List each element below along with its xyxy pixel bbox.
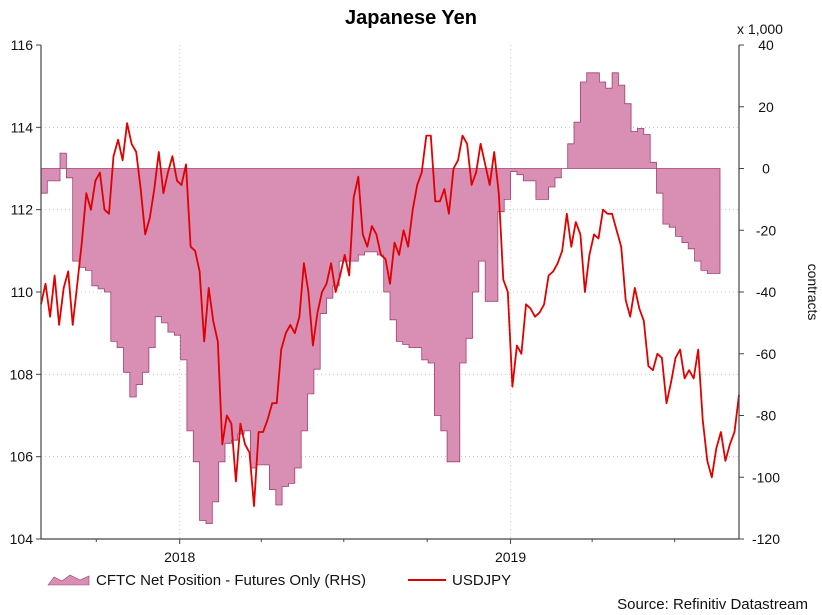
right-tick-label: -60 [756,346,776,362]
chart-title: Japanese Yen [345,7,477,29]
right-tick-label: -100 [752,469,780,485]
usdjpy-line [40,122,740,508]
left-tick-label: 104 [10,531,34,547]
right-tick-label: 0 [762,161,770,177]
right-axis-unit-label: x 1,000 [737,21,783,37]
right-tick-label: -40 [756,284,776,300]
right-tick-label: 40 [758,37,774,53]
left-tick-label: 106 [10,449,34,465]
left-tick-label: 114 [11,119,34,135]
right-tick-label: -120 [752,531,780,547]
right-tick-label: 20 [758,99,774,115]
left-tick-label: 112 [11,202,34,218]
left-tick-label: 108 [10,366,34,382]
right-tick-label: -20 [756,222,776,238]
left-tick-label: 116 [11,37,34,53]
cftc-net-position-area [40,72,721,524]
source-note: Source: Refinitiv Datastream [617,596,808,613]
right-axis-label: contracts [805,264,821,321]
x-tick-label: 2019 [495,549,526,565]
legend-label-usdjpy: USDJPY [452,572,511,589]
legend-swatch-cftc [47,574,90,586]
legend-label-cftc: CFTC Net Position - Futures Only (RHS) [96,572,366,589]
legend: CFTC Net Position - Futures Only (RHS) US… [47,572,511,589]
left-tick-label: 110 [11,284,34,300]
x-tick-label: 2018 [164,549,195,565]
right-tick-label: -80 [756,408,776,424]
